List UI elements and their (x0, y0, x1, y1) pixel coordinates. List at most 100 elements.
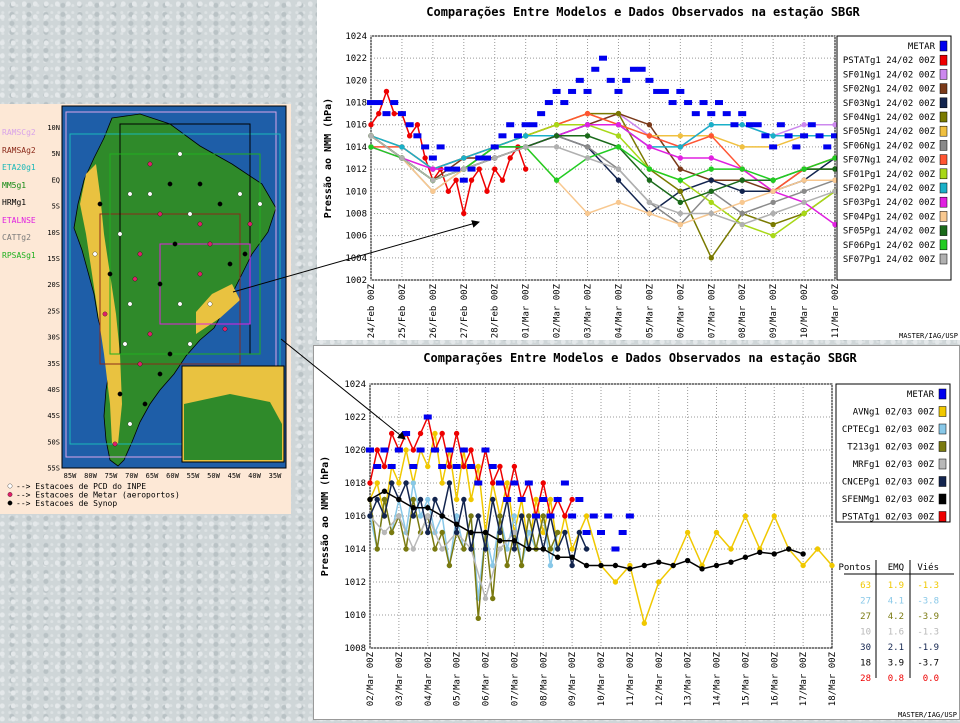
series-point-t213g1 (432, 546, 438, 552)
y-tick-label: 1012 (344, 578, 366, 588)
x-tick-label: 01/Mar 00Z (522, 283, 532, 338)
x-tick-label: 04/Mar 00Z (424, 651, 434, 706)
longitude-label: 45W (228, 472, 241, 480)
x-tick-label: 05/Mar 00Z (453, 651, 463, 706)
series-point-sfenmg1 (742, 554, 749, 560)
metar-marker (637, 66, 646, 72)
series-point-avng1 (374, 480, 380, 486)
series-point-pstatg1 (540, 480, 546, 486)
series-point-sfenmg1 (425, 505, 431, 511)
series-point-pstatg1 (468, 447, 474, 453)
station-marker (127, 301, 133, 307)
series-point-sfenmg1 (713, 562, 720, 569)
metar-marker (387, 464, 396, 469)
y-tick-label: 1010 (345, 187, 367, 197)
legend-swatch (939, 140, 948, 151)
longitude-label: 60W (166, 472, 179, 480)
station-marker (247, 221, 253, 227)
series-point-t213g1 (497, 513, 503, 519)
station-marker (97, 201, 103, 207)
series-point-sf06pg1 (770, 177, 776, 183)
metar-marker (537, 111, 546, 117)
legend-label: METAR (907, 390, 935, 400)
series-point-t213g1 (526, 513, 532, 519)
metar-marker (373, 464, 382, 469)
series-point-sf06ng1 (801, 188, 807, 194)
series-point-avng1 (432, 430, 438, 437)
latitude-label: 40S (47, 386, 60, 394)
metar-marker (676, 88, 685, 94)
series-point-sfenmg1 (785, 546, 792, 552)
series-point-sf03pg1 (615, 122, 622, 128)
series-point-cncepg1 (569, 562, 575, 569)
series-point-pstatg1 (499, 177, 506, 183)
station-marker (92, 251, 98, 257)
station-marker (137, 361, 143, 367)
series-point-sf07pg1 (430, 177, 436, 183)
model-key-etalnse: ETALNSE (2, 215, 36, 225)
series-point-cncepg1 (497, 529, 503, 536)
metar-marker (599, 55, 607, 61)
metar-marker (668, 100, 677, 106)
series-point-sf06pg1 (553, 177, 560, 183)
series-point-pstatg1 (417, 430, 424, 437)
series-point-cncepg1 (468, 546, 474, 552)
series-point-sf04pg1 (770, 188, 776, 194)
metar-marker (560, 480, 569, 486)
latitude-label: 45S (47, 412, 60, 420)
series-point-sfenmg1 (757, 549, 763, 556)
series-point-avng1 (583, 513, 590, 519)
series-point-pstatg1 (414, 122, 421, 128)
footer-credit: MASTER/IAG/USP (898, 711, 957, 719)
metar-marker (394, 447, 403, 453)
metar-marker (402, 431, 411, 436)
x-tick-label: 17/Mar 00Z (799, 651, 809, 706)
stats-header: EMQ (888, 563, 904, 573)
legend-label: SFENMg1 02/03 00Z (842, 495, 935, 505)
series-point-sfenmg1 (656, 559, 662, 565)
legend-swatch (939, 69, 948, 80)
metar-marker (374, 100, 383, 106)
series-point-sfenmg1 (396, 496, 402, 503)
series-point-pstatg1 (507, 155, 513, 161)
series-point-sf06pg1 (801, 166, 807, 172)
series-point-cncepg1 (446, 480, 453, 486)
series-point-sf02pg1 (708, 122, 714, 128)
legend-swatch (938, 406, 947, 417)
model-key-eta20g1: ETA20g1 (2, 163, 36, 172)
series-point-sf03pg1 (430, 166, 436, 172)
longitude-label: 55W (187, 472, 200, 480)
series-point-t213g1 (439, 529, 445, 536)
series-point-avng1 (547, 496, 554, 503)
series-point-t213g1 (490, 595, 496, 602)
x-tick-label: 18/Mar 00Z (828, 651, 838, 706)
series-line-sf07pg1 (370, 135, 836, 226)
series-point-cncepg1 (562, 529, 568, 536)
series-point-sf05ng1 (739, 144, 745, 150)
series-point-sf06pg1 (646, 166, 653, 172)
series-point-sf03pg1 (646, 144, 653, 150)
series-point-pstatg1 (422, 155, 428, 161)
metar-marker (510, 480, 519, 486)
legend-swatch (938, 511, 947, 522)
x-tick-label: 11/Mar 00Z (831, 283, 841, 338)
station-marker (227, 261, 233, 267)
legend-swatch (939, 168, 948, 180)
stats-header: Viés (917, 562, 939, 573)
series-point-sf02pg1 (677, 144, 684, 150)
series-point-cncepg1 (381, 513, 388, 519)
metar-marker (532, 513, 541, 519)
series-point-sf02pg1 (770, 133, 776, 139)
series-point-sf06ng1 (770, 199, 776, 206)
series-point-avng1 (504, 480, 510, 486)
y-tick-label: 1008 (344, 644, 366, 654)
series-point-sf03ng1 (708, 177, 714, 183)
brazilian-highlands (196, 284, 240, 334)
stats-cell: 0.0 (923, 674, 939, 684)
metar-marker (618, 530, 627, 535)
metar-marker (544, 100, 553, 106)
series-point-cptecg1 (511, 513, 518, 519)
series-point-cncepg1 (417, 496, 424, 503)
series-point-sf07pg1 (399, 155, 405, 161)
longitude-label: 85W (64, 472, 77, 480)
